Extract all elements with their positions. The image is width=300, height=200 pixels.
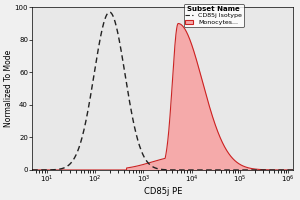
X-axis label: CD85j PE: CD85j PE: [143, 187, 182, 196]
Legend: CD85j Isotype, Monocytes...: CD85j Isotype, Monocytes...: [184, 4, 244, 27]
Y-axis label: Normalized To Mode: Normalized To Mode: [4, 50, 13, 127]
